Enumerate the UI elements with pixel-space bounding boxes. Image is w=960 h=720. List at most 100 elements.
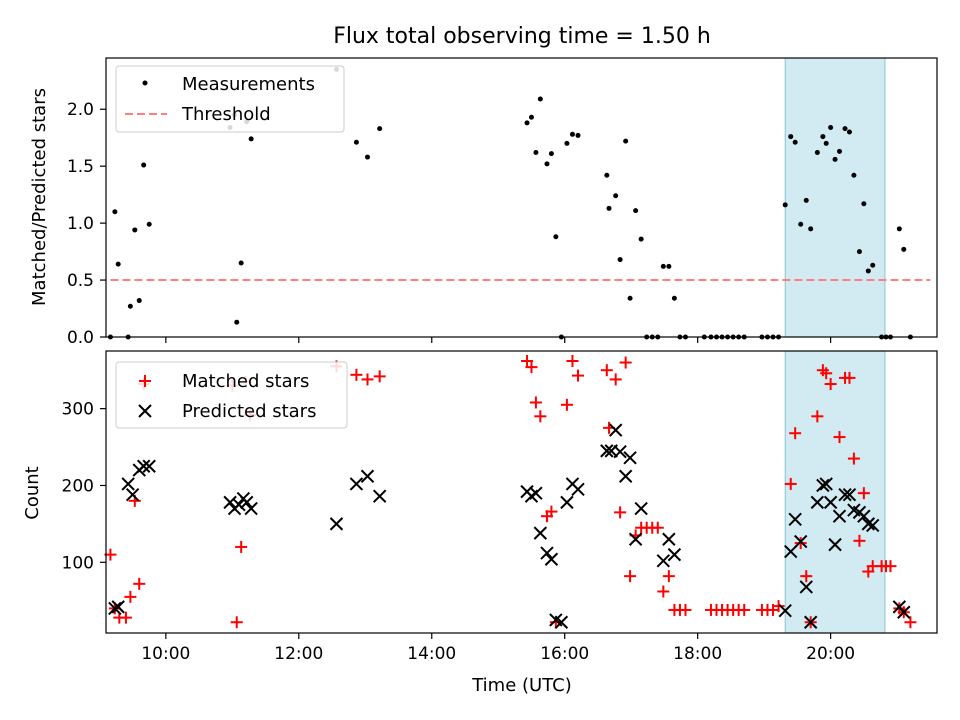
- matched-star-point: [572, 369, 585, 382]
- measurement-point: [248, 136, 254, 142]
- predicted-star-point: [794, 534, 808, 549]
- predicted-star-point: [329, 517, 344, 531]
- measurement-point: [901, 246, 907, 252]
- measurement-point: [823, 140, 829, 146]
- y-tick-label: 2.0: [67, 100, 94, 120]
- count-y-axis-label: Count: [22, 466, 43, 519]
- measurement-point: [782, 202, 788, 208]
- ratio-axes-frame: [105, 57, 938, 338]
- predicted-star-point: [600, 444, 614, 458]
- measurement-point: [832, 156, 838, 162]
- predicted-star-point: [571, 482, 585, 497]
- measurement-point: [814, 150, 820, 156]
- count-legend-box: [115, 361, 348, 429]
- predicted-star-point: [533, 526, 548, 540]
- matched-star-point: [794, 537, 807, 550]
- chart-title: Flux total observing time = 1.50 h: [333, 24, 711, 49]
- measurement-point: [115, 261, 121, 267]
- matched-star-point: [800, 570, 813, 583]
- measurement-point: [820, 134, 826, 140]
- x-tick-label: 20:00: [806, 644, 855, 664]
- matched-star-point: [124, 590, 137, 603]
- matched-star-point: [350, 368, 363, 381]
- matched-star-point: [772, 600, 785, 613]
- count-highlight-span: [784, 350, 886, 634]
- measurement-point: [638, 236, 644, 242]
- matched-star-point: [784, 477, 797, 490]
- predicted-star-point: [125, 487, 140, 502]
- matched-star-point: [657, 585, 670, 598]
- measurement-point: [353, 139, 359, 145]
- measurement-point: [842, 126, 848, 132]
- predicted-star-point: [866, 518, 880, 533]
- predicted-star-point: [560, 495, 574, 510]
- count-y-ticks: 100 200 300: [62, 400, 106, 573]
- x-tick-label: 10:00: [141, 644, 190, 664]
- predicted-star-point: [136, 459, 151, 473]
- matched-star-point: [824, 378, 837, 391]
- matched-star-point: [545, 505, 558, 518]
- y-tick-label: 1.0: [67, 214, 94, 234]
- predicted-star-point: [667, 547, 682, 562]
- predicted-star-point: [828, 537, 842, 552]
- matched-star-point: [843, 371, 856, 384]
- measurement-point: [136, 298, 142, 304]
- measurement-point: [575, 132, 581, 138]
- predicted-star-point: [613, 444, 627, 459]
- predicted-star-point: [634, 501, 648, 516]
- predicted-star-point: [799, 580, 813, 594]
- measurement-point: [112, 209, 118, 215]
- matched-star-point: [235, 540, 248, 553]
- predicted-star-point: [608, 423, 623, 437]
- measurement-point: [870, 262, 876, 268]
- matched-star-point: [904, 616, 917, 629]
- matched-star-point: [609, 373, 622, 386]
- matched-star-point: [789, 427, 802, 440]
- predicted-star-point: [121, 477, 135, 491]
- measurement-point: [524, 120, 530, 126]
- legend-predicted-label: Predicted stars: [182, 401, 316, 422]
- measurement-point: [828, 124, 834, 130]
- measurement-point: [617, 257, 623, 263]
- measurement-point: [633, 208, 639, 214]
- measurement-point: [792, 139, 798, 145]
- measurement-point: [613, 193, 619, 199]
- predicted-star-point: [372, 489, 387, 503]
- matched-star-point: [651, 521, 664, 534]
- predicted-star-point: [529, 486, 543, 500]
- legend-matched-marker: [139, 375, 151, 387]
- matched-star-point: [847, 452, 860, 465]
- measurement-point: [141, 162, 147, 168]
- y-tick-label: 100: [62, 553, 94, 573]
- predicted-star-point: [142, 459, 156, 473]
- predicted-star-point: [819, 477, 833, 491]
- predicted-star-point: [223, 495, 237, 510]
- matched-star-point: [857, 487, 870, 500]
- predicted-star-point: [656, 554, 671, 568]
- matched-star-point: [525, 361, 538, 374]
- predicted-star-point: [540, 546, 554, 560]
- predicted-star-point: [803, 615, 818, 629]
- matched-star-point: [833, 431, 846, 444]
- matched-star-point: [566, 354, 579, 367]
- measurement-point: [846, 129, 852, 135]
- y-tick-label: 1.5: [67, 157, 94, 177]
- measurement-point: [528, 114, 534, 120]
- predicted-star-point: [816, 478, 830, 493]
- matched-star-point: [549, 616, 562, 629]
- measurement-point: [604, 172, 610, 178]
- measurement-point: [808, 226, 814, 232]
- legend-measurements-marker: [142, 80, 148, 86]
- matched-star-point: [614, 506, 627, 519]
- matched-star-point: [738, 603, 751, 616]
- measurement-point: [836, 148, 842, 154]
- predicted-star-point: [788, 512, 802, 526]
- count-axes-frame: [105, 350, 938, 634]
- measurements-series: [107, 66, 913, 340]
- y-tick-label: 0.0: [67, 328, 94, 348]
- matched-star-point: [600, 364, 613, 377]
- measurement-point: [666, 263, 672, 269]
- measurement-point: [132, 227, 138, 233]
- measurement-point: [671, 295, 677, 301]
